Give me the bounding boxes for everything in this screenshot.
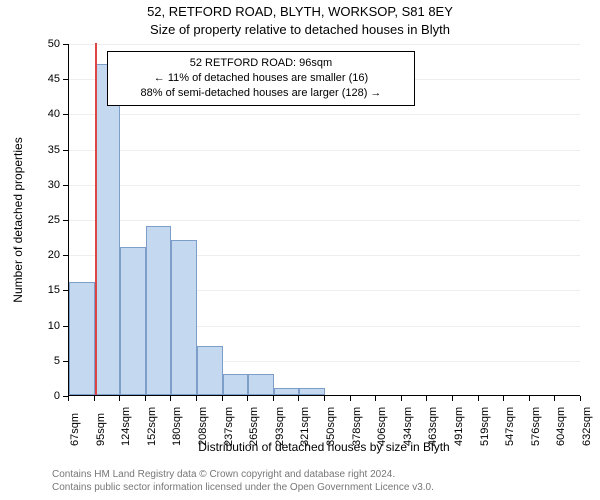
histogram-bar <box>146 226 172 395</box>
attribution-line-2: Contains public sector information licen… <box>52 481 434 494</box>
x-tick-mark <box>554 396 555 401</box>
x-tick-mark <box>529 396 530 401</box>
histogram-bar <box>197 346 223 395</box>
histogram-bar <box>171 240 197 395</box>
chart-container: 52, RETFORD ROAD, BLYTH, WORKSOP, S81 8E… <box>0 0 600 500</box>
y-axis-label: Number of detached properties <box>11 137 25 302</box>
x-tick-mark <box>580 396 581 401</box>
attribution: Contains HM Land Registry data © Crown c… <box>52 468 434 494</box>
x-tick-mark <box>68 396 69 401</box>
gridline <box>69 114 580 115</box>
x-tick-mark <box>222 396 223 401</box>
y-tick-label: 35 <box>38 144 60 156</box>
y-tick-mark <box>63 185 68 186</box>
gridline <box>69 185 580 186</box>
x-tick-mark <box>247 396 248 401</box>
x-tick-mark <box>170 396 171 401</box>
histogram-bar <box>299 388 325 395</box>
x-tick-label: 632sqm <box>581 407 593 446</box>
histogram-bar <box>223 374 249 395</box>
y-tick-label: 0 <box>38 390 60 402</box>
y-tick-label: 5 <box>38 355 60 367</box>
histogram-bar <box>69 282 95 395</box>
x-axis-label: Distribution of detached houses by size … <box>68 440 580 454</box>
y-tick-label: 45 <box>38 73 60 85</box>
gridline <box>69 220 580 221</box>
y-tick-label: 30 <box>38 179 60 191</box>
y-tick-mark <box>63 255 68 256</box>
y-tick-mark <box>63 361 68 362</box>
y-tick-mark <box>63 220 68 221</box>
x-tick-mark <box>298 396 299 401</box>
annotation-line: 52 RETFORD ROAD: 96sqm <box>116 56 405 71</box>
x-tick-mark <box>196 396 197 401</box>
y-tick-mark <box>63 79 68 80</box>
annotation-line: 88% of semi-detached houses are larger (… <box>116 86 405 101</box>
y-tick-mark <box>63 326 68 327</box>
y-tick-label: 10 <box>38 320 60 332</box>
y-tick-mark <box>63 150 68 151</box>
y-tick-mark <box>63 114 68 115</box>
x-tick-mark <box>452 396 453 401</box>
chart-title-sub: Size of property relative to detached ho… <box>0 22 600 37</box>
y-tick-label: 25 <box>38 214 60 226</box>
gridline <box>69 150 580 151</box>
chart-title-main: 52, RETFORD ROAD, BLYTH, WORKSOP, S81 8E… <box>0 4 600 19</box>
histogram-bar <box>95 64 121 395</box>
x-tick-mark <box>375 396 376 401</box>
histogram-bar <box>120 247 146 395</box>
x-tick-mark <box>503 396 504 401</box>
y-tick-label: 15 <box>38 284 60 296</box>
x-tick-mark <box>350 396 351 401</box>
attribution-line-1: Contains HM Land Registry data © Crown c… <box>52 468 434 481</box>
x-tick-mark <box>401 396 402 401</box>
highlight-marker <box>95 43 97 395</box>
x-tick-mark <box>324 396 325 401</box>
annotation-line: ← 11% of detached houses are smaller (16… <box>116 71 405 86</box>
y-tick-label: 40 <box>38 108 60 120</box>
x-tick-mark <box>119 396 120 401</box>
x-tick-mark <box>145 396 146 401</box>
y-tick-mark <box>63 44 68 45</box>
annotation-box: 52 RETFORD ROAD: 96sqm← 11% of detached … <box>107 51 414 106</box>
x-tick-mark <box>426 396 427 401</box>
y-tick-mark <box>63 290 68 291</box>
gridline <box>69 44 580 45</box>
x-tick-mark <box>478 396 479 401</box>
y-tick-label: 50 <box>38 38 60 50</box>
histogram-bar <box>274 388 300 395</box>
x-tick-mark <box>273 396 274 401</box>
histogram-bar <box>248 374 274 395</box>
x-tick-mark <box>94 396 95 401</box>
plot-area: 52 RETFORD ROAD: 96sqm← 11% of detached … <box>68 44 580 396</box>
y-tick-label: 20 <box>38 249 60 261</box>
